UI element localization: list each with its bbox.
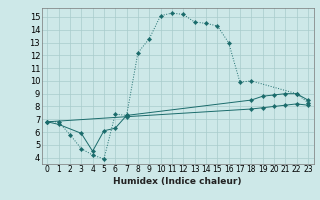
X-axis label: Humidex (Indice chaleur): Humidex (Indice chaleur) bbox=[113, 177, 242, 186]
